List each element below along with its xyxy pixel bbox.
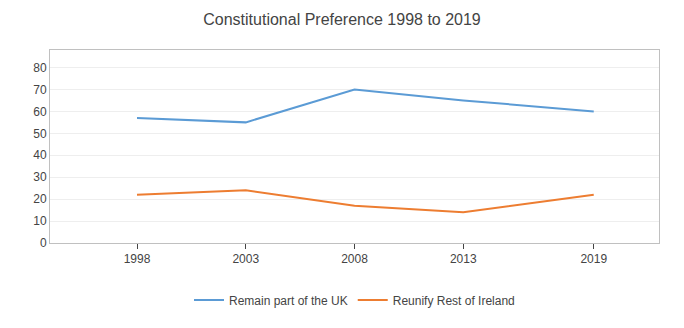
svg-text:Constitutional Preference 1998: Constitutional Preference 1998 to 2019 [203, 11, 481, 28]
svg-text:60: 60 [33, 105, 47, 119]
svg-text:50: 50 [33, 127, 47, 141]
svg-text:Reunify Rest of Ireland: Reunify Rest of Ireland [393, 294, 515, 308]
svg-text:30: 30 [33, 170, 47, 184]
svg-text:1998: 1998 [124, 252, 151, 266]
svg-text:2019: 2019 [580, 252, 607, 266]
svg-text:2008: 2008 [341, 252, 368, 266]
svg-text:20: 20 [33, 192, 47, 206]
svg-text:2013: 2013 [450, 252, 477, 266]
svg-text:0: 0 [40, 236, 47, 250]
svg-text:Remain part of the UK: Remain part of the UK [229, 294, 348, 308]
svg-text:10: 10 [33, 214, 47, 228]
svg-text:80: 80 [33, 61, 47, 75]
svg-text:2003: 2003 [232, 252, 259, 266]
svg-text:40: 40 [33, 148, 47, 162]
svg-text:70: 70 [33, 83, 47, 97]
